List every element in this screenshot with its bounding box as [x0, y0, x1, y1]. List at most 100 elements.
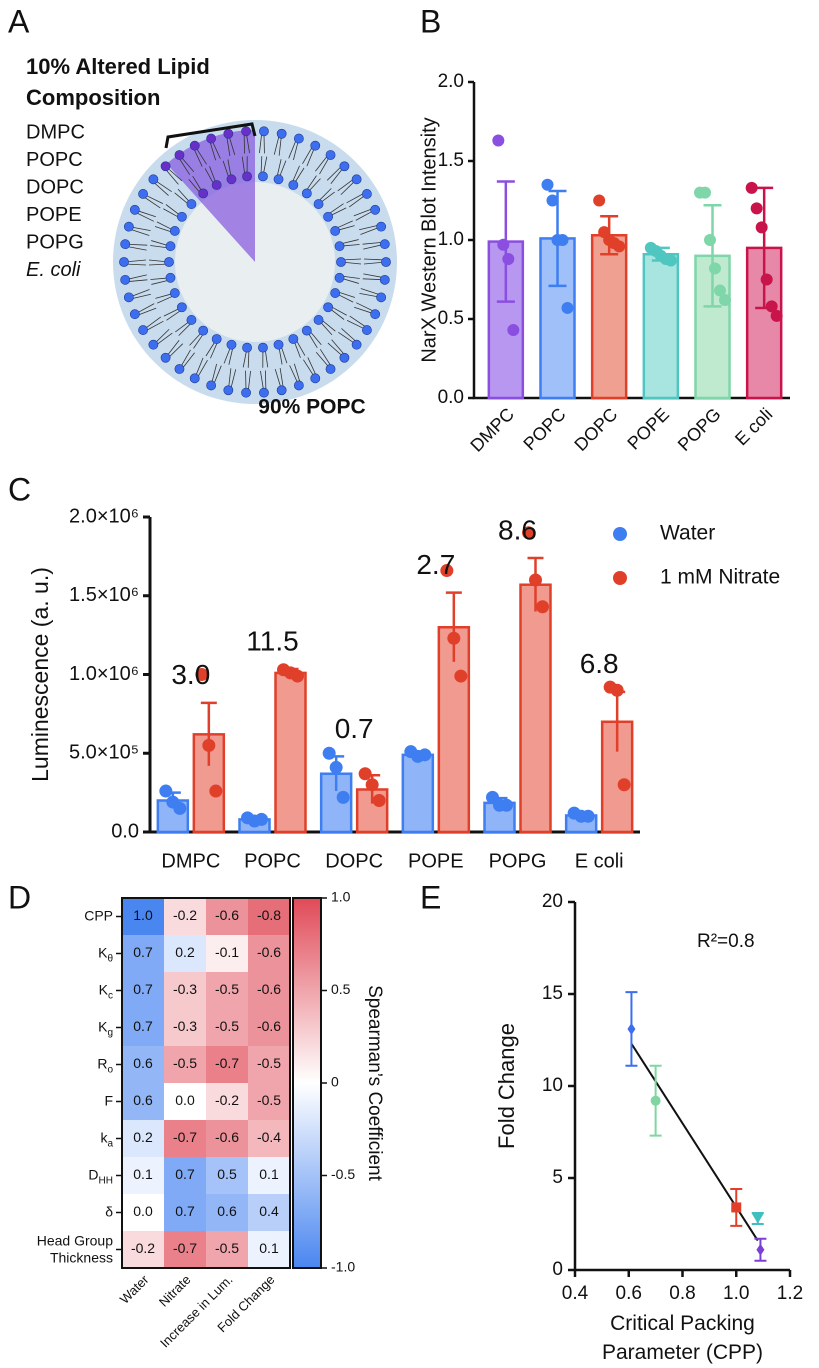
- column-label: Nitrate: [156, 1272, 194, 1310]
- lipid-label: E. coli: [26, 259, 81, 281]
- data-point: [664, 254, 677, 267]
- data-point: [755, 221, 768, 234]
- y-tick-label: 0: [552, 1259, 563, 1280]
- heatmap-cell: [164, 972, 206, 1009]
- lipid-head: [189, 140, 200, 151]
- lipid-head: [370, 204, 381, 215]
- data-point: [195, 668, 209, 681]
- lipid-head: [273, 339, 284, 350]
- error-bar: [200, 701, 217, 766]
- data-point: [546, 194, 559, 207]
- lipid-head: [160, 352, 171, 363]
- cell-label: 0.4: [259, 1203, 279, 1219]
- data-point: [561, 301, 574, 314]
- data-point: [610, 683, 624, 697]
- lipid-head: [129, 204, 140, 215]
- colorbar: [292, 897, 322, 1269]
- x-tick-label: DOPC: [325, 850, 383, 872]
- fold-change-label: 3.0: [171, 659, 210, 690]
- lipid-head: [259, 126, 269, 137]
- fold-change-label: 8.6: [498, 514, 537, 545]
- panel-label: E: [420, 879, 441, 915]
- data-point: [760, 273, 773, 286]
- cell-label: -0.5: [215, 1018, 239, 1034]
- heatmap-cell: [206, 1083, 248, 1120]
- heatmap-cell: [206, 898, 248, 935]
- lipid-head: [169, 226, 180, 236]
- cell-label: -0.6: [215, 907, 239, 923]
- error-bar: [703, 203, 722, 308]
- lipid-label: POPE: [26, 204, 82, 226]
- heatmap-cell: [122, 898, 164, 935]
- heatmap-cell: [248, 898, 290, 935]
- data-point: [750, 202, 763, 215]
- heatmap-cell: [122, 1231, 164, 1268]
- heatmap-cell: [122, 935, 164, 972]
- row-label-main: K: [98, 944, 108, 960]
- heatmap-cell: [164, 1083, 206, 1120]
- heatmap-cell: [206, 935, 248, 972]
- data-point: [541, 178, 554, 191]
- x-tick-label: E coli: [575, 850, 624, 872]
- colorbar-tick-label: -1.0: [331, 1259, 355, 1275]
- cell-label: 0.7: [133, 1018, 153, 1034]
- cell-label: 0.6: [133, 1092, 153, 1108]
- cell-label: -0.3: [173, 1018, 197, 1034]
- cell-label: 0.7: [133, 981, 153, 997]
- row-label: Ro: [97, 1055, 113, 1075]
- heatmap-cell: [206, 1157, 248, 1194]
- lipid-head: [362, 325, 372, 335]
- lipid-head: [223, 128, 234, 139]
- row-label: Kθ: [98, 944, 113, 964]
- cell-label: -0.5: [257, 1055, 281, 1071]
- lipid-head: [381, 257, 391, 267]
- x-tick-label: 0.4: [562, 1283, 589, 1304]
- data-point: [765, 300, 778, 313]
- lipid-head: [379, 239, 390, 250]
- lipid-head: [310, 140, 321, 151]
- cell-label: -0.5: [257, 1092, 281, 1108]
- data-point: [709, 262, 721, 275]
- cell-label: 0.6: [217, 1203, 237, 1219]
- lipid-head: [241, 126, 251, 137]
- cell-label: -0.2: [131, 1240, 155, 1256]
- lipid-head: [206, 133, 217, 144]
- cell-label: -0.6: [257, 1018, 281, 1034]
- data-point: [751, 1213, 764, 1224]
- lipid-head: [174, 150, 185, 160]
- heatmap-cell: [248, 1120, 290, 1157]
- cell-label: -0.5: [215, 1240, 239, 1256]
- heatmap-cell: [164, 1194, 206, 1231]
- panel-label: D: [8, 879, 31, 915]
- cell-label: 0.6: [133, 1055, 153, 1071]
- lipid-head: [379, 274, 390, 285]
- cell-label: 0.0: [175, 1092, 195, 1108]
- lipid-head: [176, 211, 187, 222]
- lipid-head: [362, 189, 372, 199]
- lipid-head: [313, 315, 324, 325]
- data-point: [291, 669, 304, 683]
- heatmap-cell: [248, 1083, 290, 1120]
- fold-change-label: 2.7: [416, 549, 455, 580]
- bar: [642, 252, 680, 400]
- heatmap-cell: [164, 1157, 206, 1194]
- data-point: [447, 631, 461, 645]
- data-point: [358, 767, 372, 781]
- row-label: Kc: [99, 981, 113, 1001]
- lipid-head: [293, 380, 304, 391]
- heatmap-cell: [248, 935, 290, 972]
- data-point: [329, 760, 343, 774]
- row-label-main: K: [99, 981, 109, 997]
- heatmap-cell: [122, 1120, 164, 1157]
- lipid-head: [242, 342, 252, 353]
- base-label: 90% POPC: [258, 396, 365, 419]
- lipid-head: [206, 380, 217, 391]
- y-tick-label: 0.0: [438, 387, 464, 408]
- lipid-head: [165, 272, 176, 283]
- data-point: [613, 240, 626, 253]
- data-point: [714, 284, 726, 297]
- heatmap-cell: [122, 1157, 164, 1194]
- row-label-sub: HH: [99, 1176, 113, 1187]
- cell-label: 0.1: [259, 1166, 279, 1182]
- lipid-head: [120, 239, 131, 250]
